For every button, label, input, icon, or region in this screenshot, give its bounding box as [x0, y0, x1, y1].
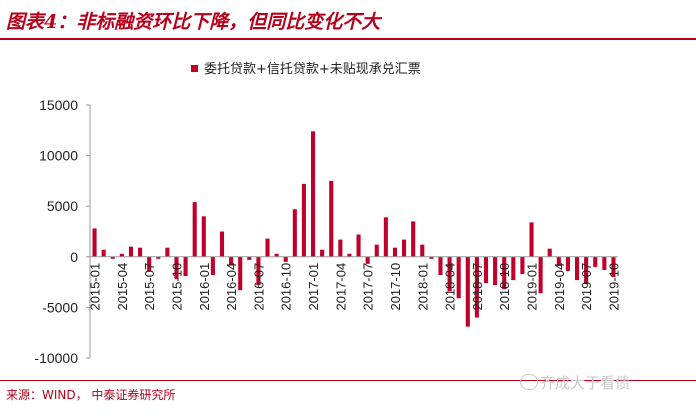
- bar-2016-01: [201, 216, 206, 257]
- x-tick-label: 2017-10: [388, 263, 403, 311]
- bar-2016-07: [256, 256, 261, 286]
- x-tick-label: 2015-10: [169, 263, 184, 311]
- bar-2015-07: [147, 256, 152, 271]
- x-tick-label: 2017-01: [306, 263, 321, 311]
- bar-2017-08: [374, 244, 379, 257]
- bar-2016-03: [219, 231, 225, 257]
- bar-2015-04: [119, 253, 124, 257]
- y-tick-label: 15000: [39, 97, 78, 113]
- bar-2019-01: [529, 222, 534, 257]
- x-tick-label: 2016-07: [251, 263, 266, 311]
- legend: 委托贷款+信托贷款+未贴现承兑汇票: [191, 62, 421, 77]
- bar-2015-02: [101, 249, 106, 257]
- bar-2015-03: [110, 256, 115, 259]
- bar-2017-09: [383, 217, 388, 257]
- x-tick-label: 2017-04: [333, 263, 348, 311]
- watermark: 齐成大于看债: [540, 374, 631, 392]
- bottom-rule: [0, 380, 696, 381]
- bar-2018-09: [493, 256, 498, 286]
- bar-2016-09: [274, 253, 279, 257]
- bar-2019-02: [538, 256, 543, 294]
- bar-2019-10: [611, 256, 616, 278]
- wechat-icon: [520, 374, 538, 390]
- bar-2018-02: [429, 256, 434, 259]
- bar-2018-04: [447, 256, 452, 292]
- bar-2019-05: [565, 256, 570, 271]
- x-tick-label: 2018-04: [443, 263, 458, 311]
- y-tick-label: -5000: [42, 299, 78, 315]
- bar-2017-04: [338, 239, 343, 257]
- x-tick-label: 2019-10: [606, 263, 621, 311]
- x-tick-label: 2018-01: [415, 263, 430, 311]
- bar-2016-08: [265, 238, 270, 257]
- bar-2016-10: [283, 256, 288, 262]
- x-tick-label: 2016-01: [197, 263, 212, 311]
- y-tick-label: -10000: [34, 350, 78, 366]
- x-tick-label: 2019-04: [552, 263, 567, 311]
- bar-2015-01: [92, 228, 97, 257]
- title-rule: [0, 38, 696, 40]
- bar-2017-06: [356, 234, 361, 257]
- y-axis: -10000 -5000 0 5000 10000 15000: [34, 97, 91, 366]
- bar-2017-05: [347, 253, 352, 257]
- bar-2019-04: [556, 256, 561, 266]
- figure-title: 图表4：非标融资环比下降，但同比变化不大: [6, 11, 381, 33]
- bar-2015-09: [165, 247, 170, 257]
- x-tick-label: 2016-10: [279, 263, 294, 311]
- x-tick-label: 2018-10: [497, 263, 512, 311]
- legend-label: 委托贷款+信托贷款+未贴现承兑汇票: [204, 62, 421, 77]
- bar-2017-10: [392, 247, 398, 257]
- bar-2018-07: [474, 256, 479, 318]
- x-tick-label: 2015-01: [88, 263, 103, 311]
- bar-2015-06: [138, 247, 143, 257]
- bar-2018-08: [483, 256, 489, 284]
- bar-2019-06: [574, 256, 580, 281]
- bar-2015-05: [128, 246, 134, 257]
- x-axis: 2015-01 2015-04 2015-07 2015-10 2016-01 2016-…: [88, 256, 621, 311]
- bar-2017-01: [310, 131, 316, 257]
- bar-2017-12: [411, 221, 416, 257]
- x-tick-label: 2018-07: [470, 263, 485, 311]
- source-note: 来源：WIND， 中泰证券研究所: [6, 388, 176, 402]
- bar-2016-06: [247, 256, 252, 260]
- bar-2015-11: [183, 256, 188, 277]
- bar-2017-03: [329, 180, 334, 257]
- bar-2019-03: [547, 248, 552, 257]
- bar-chart: 委托贷款+信托贷款+未贴现承兑汇票 -10000 -5000 0 5000 10000 1…: [34, 62, 621, 366]
- bar-2018-12: [520, 256, 525, 275]
- x-tick-label: 2015-04: [115, 263, 130, 311]
- bar-2019-08: [593, 256, 598, 267]
- x-tick-label: 2017-07: [361, 263, 376, 311]
- x-tick-label: 2015-07: [142, 263, 157, 311]
- bar-2018-11: [511, 256, 516, 281]
- y-tick-label: 10000: [39, 148, 78, 164]
- bar-2019-09: [602, 256, 607, 270]
- bar-2015-12: [192, 202, 197, 257]
- bar-2016-12: [301, 183, 306, 257]
- bar-2018-05: [456, 256, 461, 299]
- bar-2015-08: [156, 256, 161, 259]
- bar-2017-07: [365, 256, 370, 264]
- x-tick-label: 2016-04: [224, 263, 239, 311]
- bar-2018-06: [465, 256, 470, 327]
- legend-swatch: [191, 65, 198, 72]
- bar-2016-05: [238, 256, 243, 291]
- y-tick-label: 5000: [47, 198, 78, 214]
- bar-2016-04: [229, 256, 234, 265]
- bar-2018-01: [420, 244, 425, 257]
- bar-2016-02: [210, 256, 215, 276]
- bar-2017-11: [402, 239, 407, 257]
- x-tick-label: 2019-01: [525, 263, 540, 311]
- bar-2017-02: [320, 249, 325, 257]
- bar-2016-11: [292, 209, 297, 257]
- bar-2019-07: [584, 256, 589, 285]
- bar-2018-10: [502, 256, 507, 290]
- bars: [92, 131, 616, 327]
- y-tick-label: 0: [70, 249, 78, 265]
- bar-2018-03: [438, 256, 443, 276]
- x-tick-label: 2019-07: [579, 263, 594, 311]
- bar-2015-10: [174, 256, 179, 280]
